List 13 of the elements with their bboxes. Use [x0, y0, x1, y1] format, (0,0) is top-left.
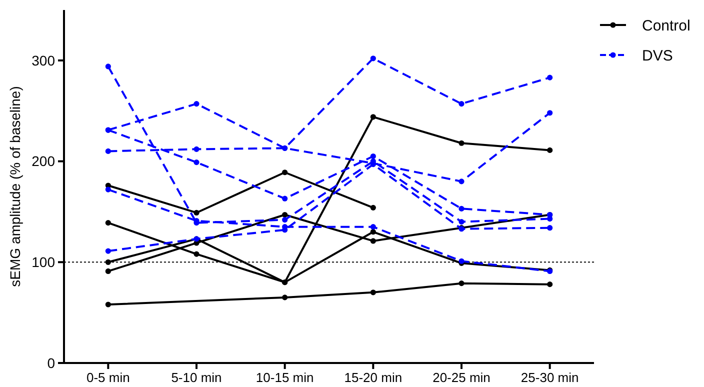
x-tick-label: 5-10 min	[171, 370, 222, 385]
y-tick-label: 300	[32, 52, 56, 68]
y-tick-label: 200	[32, 153, 56, 170]
legend-label: DVS	[642, 47, 673, 64]
x-tick-label: 15-20 min	[344, 370, 402, 385]
y-tick-label: 100	[32, 254, 56, 270]
x-tick-label: 10-15 min	[256, 370, 314, 385]
y-tick-label: 0	[47, 354, 56, 371]
x-tick-label: 25-30 min	[520, 370, 579, 385]
legend-label: Control	[642, 17, 690, 34]
y-axis-title: sEMG amplitude (% of baseline)	[7, 86, 23, 287]
x-tick-label: 0-5 min	[86, 370, 130, 385]
x-tick-label: 20-25 min	[432, 370, 490, 385]
